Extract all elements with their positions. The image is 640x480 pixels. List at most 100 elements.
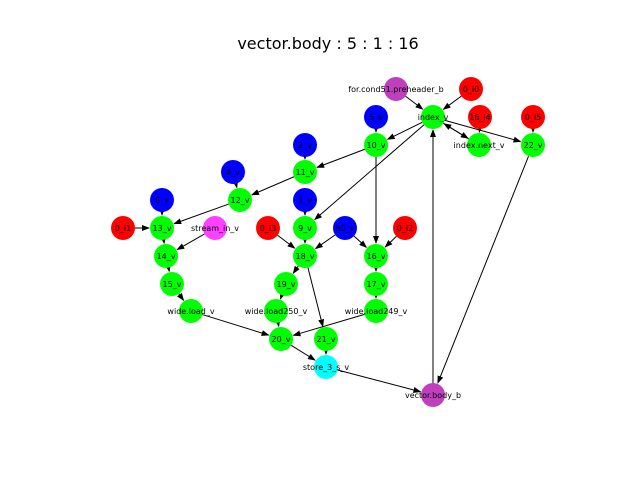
node-circle bbox=[521, 133, 545, 157]
node-10_v: 10_v bbox=[364, 133, 388, 157]
node-index_v: index_v bbox=[418, 105, 449, 129]
node-circle bbox=[384, 77, 408, 101]
node-circle bbox=[364, 272, 388, 296]
node-label: 0_i5 bbox=[525, 113, 541, 122]
node-13_v: 13_v bbox=[150, 216, 174, 240]
node-0_i1: 0_i1 bbox=[111, 216, 135, 240]
edge-layer bbox=[135, 95, 536, 393]
node-circle bbox=[160, 272, 184, 296]
node-circle bbox=[293, 188, 317, 212]
node-circle bbox=[293, 160, 317, 184]
node-label: 0_i2 bbox=[397, 224, 413, 233]
edge-index_v-to-9_v bbox=[314, 124, 425, 221]
node-circle bbox=[293, 244, 317, 268]
node-label: vector.body_b bbox=[405, 391, 461, 400]
node-circle bbox=[459, 77, 483, 101]
node-label: 21_v bbox=[317, 335, 336, 344]
node-18_v: 18_v bbox=[293, 244, 317, 268]
node-wide.load249_v: wide.load249_v bbox=[345, 299, 407, 323]
edge-11_v-to-12_v bbox=[251, 176, 295, 196]
edge-15_v-to-wide.load_v bbox=[177, 292, 185, 302]
node-circle bbox=[203, 216, 227, 240]
node-circle bbox=[468, 105, 492, 129]
node-circle bbox=[364, 133, 388, 157]
edge-20_v-to-store_3_s_v bbox=[290, 344, 316, 361]
node-label: 14_v bbox=[157, 252, 176, 261]
node-label: 15_v bbox=[163, 280, 182, 289]
node-0_i3: 0_i3 bbox=[256, 216, 280, 240]
edge-stream_in_v-to-14_v bbox=[176, 233, 205, 251]
node-circle bbox=[150, 216, 174, 240]
node-12_v: 12_v bbox=[228, 188, 252, 212]
node-label: 12_v bbox=[231, 196, 250, 205]
node-19_v: 19_v bbox=[274, 272, 298, 296]
node-20_v: 20_v bbox=[269, 327, 293, 351]
node-0_i0: 0_i0 bbox=[459, 77, 483, 101]
node-label: stream_in_v bbox=[191, 224, 239, 233]
edge-10_v-to-11_v bbox=[316, 148, 365, 168]
node-16_i4: 16_i4 bbox=[468, 105, 492, 129]
node-label: 2_v bbox=[298, 141, 312, 150]
edge-14_v-to-15_v bbox=[164, 263, 171, 273]
node-circle bbox=[364, 299, 388, 323]
edge-store_3_s_v-to-vector.body_b bbox=[337, 369, 422, 393]
node-4_v: 4_v bbox=[221, 160, 245, 184]
node-wide.load250_v: wide.load250_v bbox=[245, 299, 308, 323]
node-circle bbox=[228, 188, 252, 212]
node-9_v: 9_v bbox=[293, 216, 317, 240]
edge-0_i2-to-16_v bbox=[384, 235, 397, 248]
node-label: 1_v bbox=[298, 196, 312, 205]
node-vector.body_b: vector.body_b bbox=[405, 383, 461, 407]
node-index.next_v: index.next_v bbox=[454, 133, 505, 157]
node-16_v: 16_v bbox=[364, 244, 388, 268]
node-circle bbox=[293, 216, 317, 240]
node-label: wide.load250_v bbox=[245, 307, 308, 316]
edge-index_v-to-10_v bbox=[386, 121, 423, 140]
node-circle bbox=[154, 244, 178, 268]
edge-h0_v-to-16_v bbox=[353, 235, 368, 248]
node-22_v: 22_v bbox=[521, 133, 545, 157]
node-circle bbox=[421, 105, 445, 129]
graph-title: vector.body : 5 : 1 : 16 bbox=[237, 34, 418, 53]
node-label: 0_i1 bbox=[115, 224, 131, 233]
node-circle bbox=[269, 327, 293, 351]
node-circle bbox=[314, 327, 338, 351]
node-label: 19_v bbox=[277, 280, 296, 289]
node-label: 22_v bbox=[524, 141, 543, 150]
node-label: 6_v bbox=[155, 196, 169, 205]
edge-0_i0-to-index_v bbox=[442, 95, 462, 110]
node-label: 10_v bbox=[367, 141, 386, 150]
edge-index_v-to-22_v bbox=[444, 119, 522, 143]
edge-22_v-to-vector.body_b bbox=[437, 155, 530, 384]
node-circle bbox=[364, 244, 388, 268]
node-circle bbox=[314, 355, 338, 379]
node-15_v: 15_v bbox=[160, 272, 184, 296]
node-circle bbox=[274, 272, 298, 296]
node-h0_v: h0_v bbox=[333, 216, 357, 240]
node-circle bbox=[293, 133, 317, 157]
node-17_v: 17_v bbox=[364, 272, 388, 296]
node-6_v: 6_v bbox=[150, 188, 174, 212]
edge-wide.load_v-to-20_v bbox=[202, 314, 270, 336]
node-circle bbox=[521, 105, 545, 129]
node-label: 13_v bbox=[153, 224, 172, 233]
node-label: 0_i3 bbox=[260, 224, 276, 233]
node-circle bbox=[179, 299, 203, 323]
node-label: 17_v bbox=[367, 280, 386, 289]
edge-18_v-to-19_v bbox=[292, 265, 300, 275]
node-circle bbox=[264, 299, 288, 323]
node-circle bbox=[150, 188, 174, 212]
node-label: 5_v bbox=[369, 113, 383, 122]
edge-wide.load250_v-to-20_v bbox=[274, 318, 281, 328]
node-label: 20_v bbox=[272, 335, 291, 344]
node-circle bbox=[221, 160, 245, 184]
node-label: for.cond51.preheader_b bbox=[348, 85, 443, 94]
node-circle bbox=[111, 216, 135, 240]
node-for.cond51.preheader_b: for.cond51.preheader_b bbox=[348, 77, 444, 101]
node-stream_in_v: stream_in_v bbox=[191, 216, 239, 240]
node-store_3_s_v: store_3_s_v bbox=[303, 355, 349, 379]
node-layer: for.cond51.preheader_b 0_i0 index_v 5_v 16_i… bbox=[111, 77, 545, 407]
node-label: store_3_s_v bbox=[303, 363, 349, 372]
node-5_v: 5_v bbox=[364, 105, 388, 129]
